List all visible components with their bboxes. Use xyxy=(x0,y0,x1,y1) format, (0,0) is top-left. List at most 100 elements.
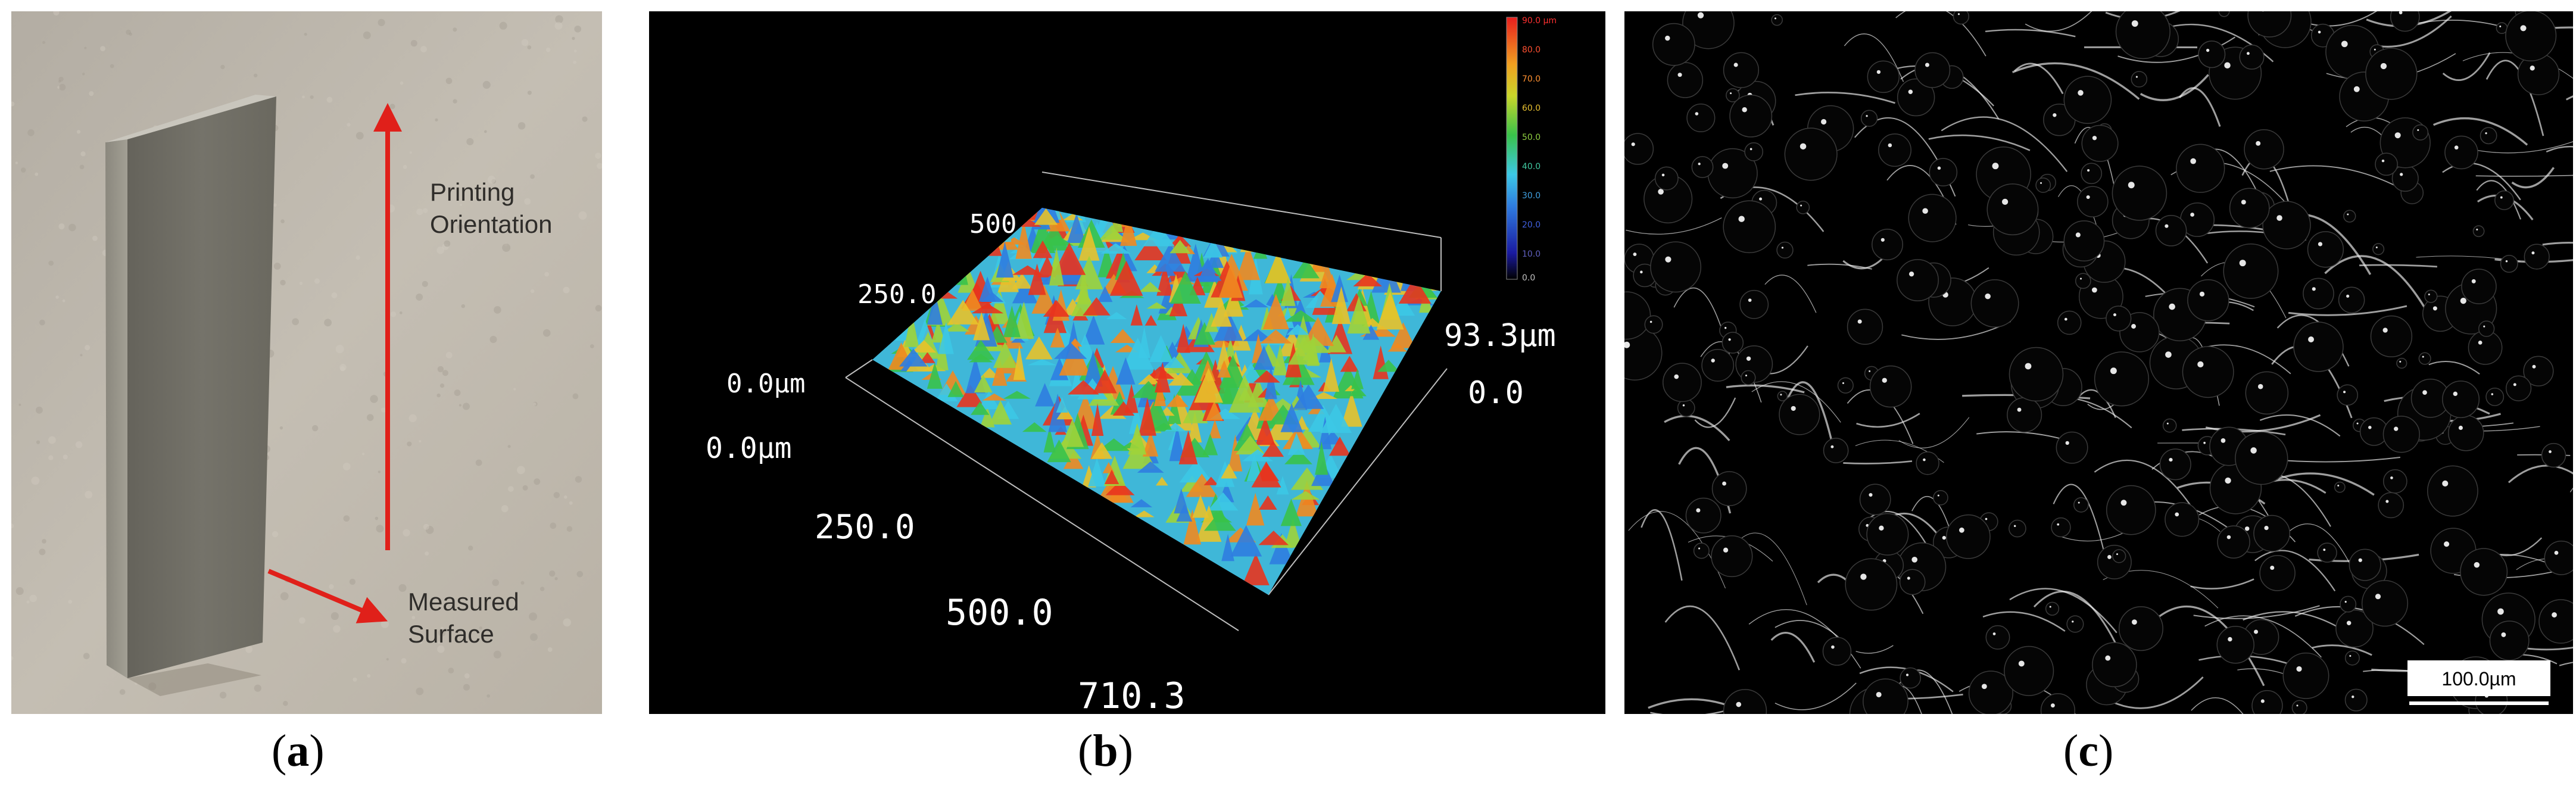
surface-peak xyxy=(1280,277,1296,306)
surface-peak xyxy=(1078,219,1105,248)
colorbar-tick: 60.0 xyxy=(1522,104,1540,113)
surface-peak xyxy=(1253,370,1280,383)
surface-peak xyxy=(993,341,1017,368)
surface-label-line1: Measured xyxy=(408,588,519,616)
surface-peak xyxy=(1292,258,1320,279)
surface-peak xyxy=(1258,531,1289,545)
surface-peak xyxy=(1091,403,1104,436)
surface-peak xyxy=(1202,434,1218,456)
surface-peak xyxy=(1132,381,1165,398)
surface-peak xyxy=(1049,247,1064,286)
surface-peak xyxy=(1253,241,1268,259)
surface-peak xyxy=(1219,355,1247,388)
surface-peak xyxy=(1390,322,1416,348)
surface-peak xyxy=(996,242,1014,278)
specimen-photo: Printing Orientation Measured Surface xyxy=(11,11,602,714)
surface-peak xyxy=(1120,214,1137,246)
y-axis-origin-label: 0.0µm xyxy=(726,369,805,399)
surface-peak xyxy=(1315,441,1328,475)
surface-peak xyxy=(1091,442,1113,459)
scale-bar-box xyxy=(2407,660,2550,696)
surface-peak xyxy=(1203,510,1236,531)
surface-peak xyxy=(1194,367,1223,403)
surface-peak xyxy=(1371,258,1401,293)
surface-peak xyxy=(1134,236,1167,261)
panel-b-3d-surface-map: 90.0 µm 80.0 70.0 60.0 50.0 40.0 30.0 20… xyxy=(649,11,1605,714)
surface-peak xyxy=(1137,374,1161,385)
surface-peak xyxy=(1228,374,1261,413)
surface-peak xyxy=(927,362,943,389)
surface-peak xyxy=(1311,244,1327,272)
surface-peak xyxy=(1206,248,1224,268)
surface-peak xyxy=(1340,355,1359,372)
measured-surface-arrow xyxy=(267,569,388,623)
caption-b: (b) xyxy=(1078,726,1133,776)
surface-peak xyxy=(971,303,1004,314)
surface-peak xyxy=(991,357,1008,386)
surface-peak xyxy=(1169,292,1188,317)
surface-peak xyxy=(1276,476,1289,495)
surface-peak xyxy=(1326,335,1346,353)
surface-peak xyxy=(1259,329,1292,344)
surface-peak xyxy=(1013,301,1034,339)
surface-peak xyxy=(1097,286,1113,302)
surface-peak xyxy=(956,384,985,407)
surface-peak xyxy=(1128,404,1144,434)
colorbar-tick: 90.0 µm xyxy=(1522,16,1557,26)
surface-peak xyxy=(1362,317,1382,327)
surface-peak xyxy=(1269,533,1294,565)
surface-topography-plot: 90.0 µm 80.0 70.0 60.0 50.0 40.0 30.0 20… xyxy=(706,16,1557,714)
orientation-label-line1: Printing xyxy=(430,178,514,206)
surface-peak xyxy=(1050,328,1065,348)
surface-peak xyxy=(969,354,993,363)
x-axis-max-label: 710.3 xyxy=(1078,675,1186,714)
surface-peak xyxy=(1028,263,1046,295)
surface-peak xyxy=(1221,534,1234,562)
surface-peak xyxy=(1218,263,1243,298)
surface-peak xyxy=(1188,411,1202,442)
caption-a-letter: a xyxy=(286,726,310,776)
surface-peak xyxy=(1012,273,1032,289)
surface-peak xyxy=(1284,310,1318,322)
surface-peak xyxy=(1197,258,1219,282)
x-axis-origin-label: 0.0µm xyxy=(706,432,792,465)
surface-peak xyxy=(1236,244,1260,280)
surface-peak xyxy=(1280,403,1303,432)
surface-peak xyxy=(1025,336,1053,360)
surface-peak xyxy=(1117,208,1143,227)
surface-peak xyxy=(1291,491,1320,500)
surface-peak xyxy=(1061,419,1084,447)
surface-peak xyxy=(1206,401,1223,421)
surface-peak xyxy=(1154,380,1167,407)
surface-peak xyxy=(1130,304,1143,326)
caption-c-letter: c xyxy=(2078,726,2099,776)
surface-peak xyxy=(1139,282,1162,292)
specimen-measured-face xyxy=(127,96,276,678)
surface-peak xyxy=(1121,338,1154,370)
surface-peak xyxy=(1134,510,1155,517)
surface-peak xyxy=(1221,463,1237,479)
colorbar-tick: 20.0 xyxy=(1522,220,1540,230)
surface-peak xyxy=(1167,394,1181,425)
surface-peak xyxy=(1170,271,1201,304)
surface-peak xyxy=(973,312,990,341)
surface-peak xyxy=(1078,226,1100,261)
powder-particles xyxy=(1624,11,2573,714)
colorbar-tick: 40.0 xyxy=(1522,162,1540,171)
surface-peak xyxy=(899,348,928,367)
surface-peak xyxy=(1053,242,1086,275)
surface-peak xyxy=(1105,481,1135,495)
surface-peak xyxy=(1099,225,1125,240)
colorbar-tick: 0.0 xyxy=(1522,273,1535,283)
x-axis-mid-label: 250.0 xyxy=(815,508,915,547)
surface-peak xyxy=(1211,299,1232,327)
surface-peak xyxy=(1243,299,1269,308)
surface-peak xyxy=(1340,391,1362,427)
surface-peak xyxy=(904,311,919,347)
surface-peak xyxy=(1228,434,1243,472)
caption-c: (c) xyxy=(2063,726,2114,776)
surface-peak xyxy=(1003,305,1021,338)
specimen-side-face xyxy=(105,139,127,678)
y-axis-max-label: 500 xyxy=(969,209,1016,239)
surface-peak xyxy=(1012,277,1038,304)
